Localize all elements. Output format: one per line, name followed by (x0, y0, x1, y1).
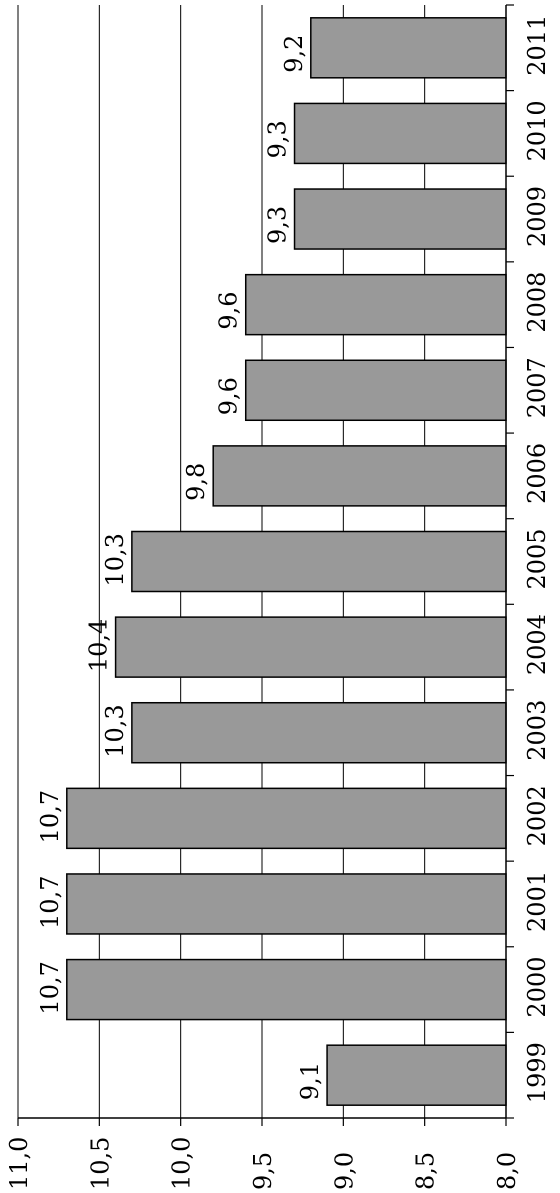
category-label: 2000 (523, 956, 551, 1017)
bar-value-label: 10,7 (36, 961, 64, 1014)
bar (66, 873, 507, 935)
bar (244, 273, 507, 336)
bar (131, 701, 507, 764)
bar-value-label: 10,3 (101, 704, 129, 757)
bar-value-label: 9,3 (264, 206, 292, 244)
category-label: 2003 (523, 700, 551, 761)
category-label: 2008 (523, 272, 551, 333)
bar-value-label: 10,7 (36, 876, 64, 929)
category-label: 2004 (523, 614, 551, 675)
value-tick-label: 10,0 (168, 1137, 196, 1190)
value-tick-label: 10,5 (86, 1137, 114, 1190)
category-label: 2005 (523, 528, 551, 589)
value-tick-label: 9,0 (330, 1152, 358, 1190)
value-tick-label: 9,5 (249, 1152, 277, 1190)
bar (131, 530, 507, 593)
value-tick-label: 8,0 (493, 1152, 521, 1190)
value-tick-label: 8,5 (412, 1152, 440, 1190)
category-label: 2006 (523, 443, 551, 504)
bar-value-label: 9,1 (296, 1062, 324, 1100)
value-tick-label: 11,0 (5, 1137, 33, 1190)
bar (66, 787, 507, 850)
bar-value-label: 9,6 (215, 291, 243, 329)
bar (212, 445, 507, 507)
bar-value-label: 10,7 (36, 790, 64, 843)
labels: 8,0 8,5 9,0 9,5 10,0 10,5 11,0 9,1 1999 10,7 2000 1… (5, 15, 551, 1190)
bar (310, 17, 507, 79)
bar (326, 1044, 507, 1106)
bar-value-label: 10,4 (85, 619, 113, 672)
bar (293, 188, 507, 250)
category-label: 2007 (523, 357, 551, 418)
bar (114, 616, 507, 678)
axes (17, 4, 514, 1126)
category-label: 1999 (523, 1042, 551, 1103)
category-label: 2002 (523, 785, 551, 846)
bar-value-label: 9,3 (264, 120, 292, 158)
bar-value-label: 9,8 (182, 463, 210, 501)
category-label: 2001 (523, 871, 551, 932)
bars (66, 17, 507, 1106)
category-label: 2011 (523, 15, 551, 76)
bar-value-label: 9,6 (215, 377, 243, 415)
bar-value-label: 10,3 (101, 533, 129, 586)
category-label: 2010 (523, 100, 551, 161)
bar (66, 958, 507, 1021)
category-label: 2009 (523, 186, 551, 247)
bar-value-label: 9,2 (280, 35, 308, 73)
bar (293, 102, 507, 165)
bar (244, 359, 507, 422)
